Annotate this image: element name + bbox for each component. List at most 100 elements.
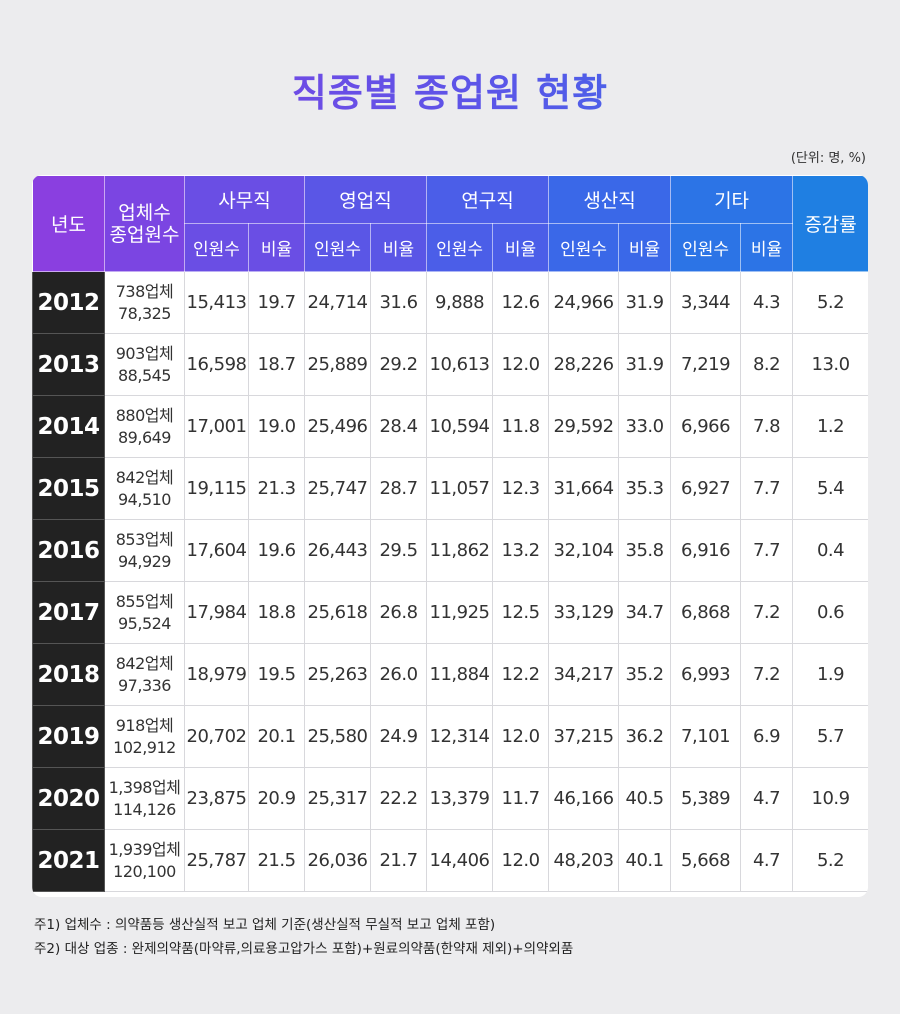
header-group-office: 사무직 (183, 175, 306, 224)
year-cell: 2012 (32, 271, 105, 334)
firms-cell: 842업체 97,336 (104, 643, 185, 706)
firms-cell: 855업체 95,524 (104, 581, 185, 644)
ratio-cell: 35.2 (618, 643, 672, 706)
firms-cell: 842업체 94,510 (104, 457, 185, 520)
employee-count: 88,545 (118, 365, 171, 385)
footnotes: 주1) 업체수 : 의약품등 생산실적 보고 업체 기준(생산실적 무실적 보고… (34, 913, 573, 961)
firms-cell: 918업체 102,912 (104, 705, 185, 768)
count-cell: 31,664 (548, 457, 620, 520)
firms-cell: 1,398업체 114,126 (104, 767, 185, 830)
header-group-other: 기타 (670, 175, 794, 224)
ratio-cell: 4.7 (740, 767, 794, 830)
count-cell: 25,580 (304, 705, 372, 768)
subheader-ratio: 비율 (740, 223, 794, 272)
ratio-cell: 7.2 (740, 581, 794, 644)
table-row: 2018 842업체 97,336 18,979 19.5 25,263 26.0 11,88… (32, 643, 868, 706)
ratio-cell: 33.0 (618, 395, 672, 458)
year-cell: 2017 (32, 581, 105, 644)
header-firms-line2: 종업원수 (109, 223, 180, 246)
ratio-cell: 20.1 (247, 705, 306, 768)
ratio-cell: 35.3 (618, 457, 672, 520)
ratio-cell: 18.8 (247, 581, 306, 644)
ratio-cell: 13.2 (492, 519, 550, 582)
subheader-count: 인원수 (670, 223, 742, 272)
subheader-ratio: 비율 (492, 223, 550, 272)
growth-cell: 5.2 (792, 829, 868, 892)
count-cell: 37,215 (548, 705, 620, 768)
count-cell: 7,219 (670, 333, 742, 396)
firm-count: 853업체 (115, 529, 174, 549)
count-cell: 17,604 (184, 519, 249, 582)
firm-count: 880업체 (115, 405, 174, 425)
growth-cell: 0.6 (792, 581, 868, 644)
count-cell: 6,868 (670, 581, 742, 644)
ratio-cell: 12.5 (492, 581, 550, 644)
table-row: 2013 903업체 88,545 16,598 18.7 25,889 29.2 10,61… (32, 333, 868, 396)
year-cell: 2016 (32, 519, 105, 582)
firm-count: 855업체 (115, 591, 174, 611)
ratio-cell: 40.5 (618, 767, 672, 830)
count-cell: 29,592 (548, 395, 620, 458)
ratio-cell: 7.7 (740, 519, 794, 582)
count-cell: 46,166 (548, 767, 620, 830)
firms-cell: 880업체 89,649 (104, 395, 185, 458)
count-cell: 12,314 (426, 705, 494, 768)
header-growth: 증감률 (792, 175, 868, 272)
count-cell: 24,714 (304, 271, 372, 334)
table-row: 2016 853업체 94,929 17,604 19.6 26,443 29.5 11,86… (32, 519, 868, 582)
employee-table: 년도 업체수 종업원수 사무직 영업직 연구직 생산직 기타 증감률 인원수 비율… (32, 175, 868, 897)
count-cell: 20,702 (184, 705, 249, 768)
table-row: 2015 842업체 94,510 19,115 21.3 25,747 28.7 11,05… (32, 457, 868, 520)
ratio-cell: 26.0 (370, 643, 428, 706)
count-cell: 19,115 (184, 457, 249, 520)
unit-label: (단위: 명, %) (790, 151, 866, 166)
firm-count: 738업체 (115, 281, 174, 301)
employee-count: 94,510 (118, 489, 171, 509)
ratio-cell: 40.1 (618, 829, 672, 892)
ratio-cell: 31.9 (618, 271, 672, 334)
employee-count: 94,929 (118, 551, 171, 571)
count-cell: 5,668 (670, 829, 742, 892)
ratio-cell: 21.5 (247, 829, 306, 892)
count-cell: 17,984 (184, 581, 249, 644)
header-group-sales: 영업직 (304, 175, 428, 224)
count-cell: 48,203 (548, 829, 620, 892)
subheader-count: 인원수 (184, 223, 249, 272)
count-cell: 10,613 (426, 333, 494, 396)
year-cell: 2014 (32, 395, 105, 458)
table-row: 2014 880업체 89,649 17,001 19.0 25,496 28.4 10,59… (32, 395, 868, 458)
year-cell: 2015 (32, 457, 105, 520)
year-cell: 2021 (32, 829, 105, 892)
count-cell: 26,443 (304, 519, 372, 582)
count-cell: 9,888 (426, 271, 494, 334)
ratio-cell: 31.9 (618, 333, 672, 396)
ratio-cell: 7.8 (740, 395, 794, 458)
ratio-cell: 19.0 (247, 395, 306, 458)
count-cell: 25,618 (304, 581, 372, 644)
count-cell: 32,104 (548, 519, 620, 582)
ratio-cell: 28.4 (370, 395, 428, 458)
table-row: 2019 918업체 102,912 20,702 20.1 25,580 24.9 12,3… (32, 705, 868, 768)
count-cell: 14,406 (426, 829, 494, 892)
ratio-cell: 29.5 (370, 519, 428, 582)
employee-count: 114,126 (113, 799, 176, 819)
count-cell: 25,317 (304, 767, 372, 830)
firms-cell: 903업체 88,545 (104, 333, 185, 396)
count-cell: 25,889 (304, 333, 372, 396)
employee-count: 120,100 (113, 861, 176, 881)
ratio-cell: 4.7 (740, 829, 794, 892)
ratio-cell: 12.0 (492, 705, 550, 768)
ratio-cell: 21.7 (370, 829, 428, 892)
ratio-cell: 6.9 (740, 705, 794, 768)
employee-count: 78,325 (118, 303, 171, 323)
count-cell: 25,263 (304, 643, 372, 706)
firm-count: 1,939업체 (108, 839, 181, 859)
count-cell: 34,217 (548, 643, 620, 706)
ratio-cell: 19.7 (247, 271, 306, 334)
count-cell: 11,925 (426, 581, 494, 644)
ratio-cell: 11.8 (492, 395, 550, 458)
count-cell: 24,966 (548, 271, 620, 334)
ratio-cell: 35.8 (618, 519, 672, 582)
count-cell: 17,001 (184, 395, 249, 458)
year-cell: 2020 (32, 767, 105, 830)
